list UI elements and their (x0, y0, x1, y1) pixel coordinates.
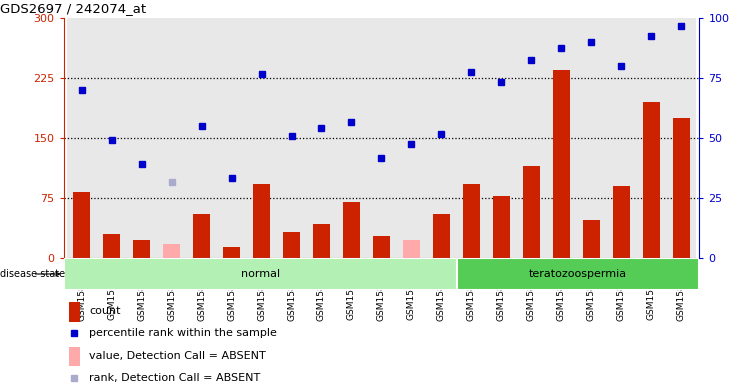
Bar (493, 195, 509, 258)
Bar (433, 214, 450, 258)
Bar (643, 102, 660, 258)
Text: value, Detection Call = ABSENT: value, Detection Call = ABSENT (89, 351, 266, 361)
Bar (69, 302, 80, 322)
Bar (666, 18, 696, 258)
Bar (163, 243, 180, 258)
Bar (283, 232, 300, 258)
Bar (523, 166, 539, 258)
Bar (277, 18, 307, 258)
Bar (554, 70, 570, 258)
Bar (373, 236, 390, 258)
Bar (103, 234, 120, 258)
Bar (516, 18, 547, 258)
Text: normal: normal (241, 269, 280, 279)
Bar (96, 18, 126, 258)
Bar (73, 192, 90, 258)
Text: count: count (89, 306, 120, 316)
Bar (67, 18, 96, 258)
Bar (133, 240, 150, 258)
Bar (254, 184, 270, 258)
Text: percentile rank within the sample: percentile rank within the sample (89, 328, 277, 338)
Text: rank, Detection Call = ABSENT: rank, Detection Call = ABSENT (89, 373, 260, 383)
Bar (613, 186, 630, 258)
Bar (457, 258, 699, 290)
Bar (583, 220, 600, 258)
Bar (637, 18, 666, 258)
Bar (337, 18, 367, 258)
Bar (396, 18, 426, 258)
Bar (307, 18, 337, 258)
Bar (403, 240, 420, 258)
Bar (126, 18, 156, 258)
Text: teratozoospermia: teratozoospermia (530, 269, 628, 279)
Bar (224, 247, 240, 258)
Bar (463, 184, 479, 258)
Bar (456, 18, 486, 258)
Bar (343, 202, 360, 258)
Bar (367, 18, 396, 258)
Bar (547, 18, 577, 258)
Bar (64, 258, 457, 290)
Text: disease state: disease state (0, 269, 65, 279)
Bar (193, 214, 209, 258)
Bar (247, 18, 277, 258)
Bar (486, 18, 516, 258)
Bar (607, 18, 637, 258)
Bar (577, 18, 607, 258)
Bar (156, 18, 186, 258)
Text: GDS2697 / 242074_at: GDS2697 / 242074_at (0, 2, 146, 15)
Bar (216, 18, 247, 258)
Bar (673, 118, 690, 258)
Bar (313, 224, 330, 258)
Bar (426, 18, 456, 258)
Bar (186, 18, 216, 258)
Bar (69, 347, 80, 366)
